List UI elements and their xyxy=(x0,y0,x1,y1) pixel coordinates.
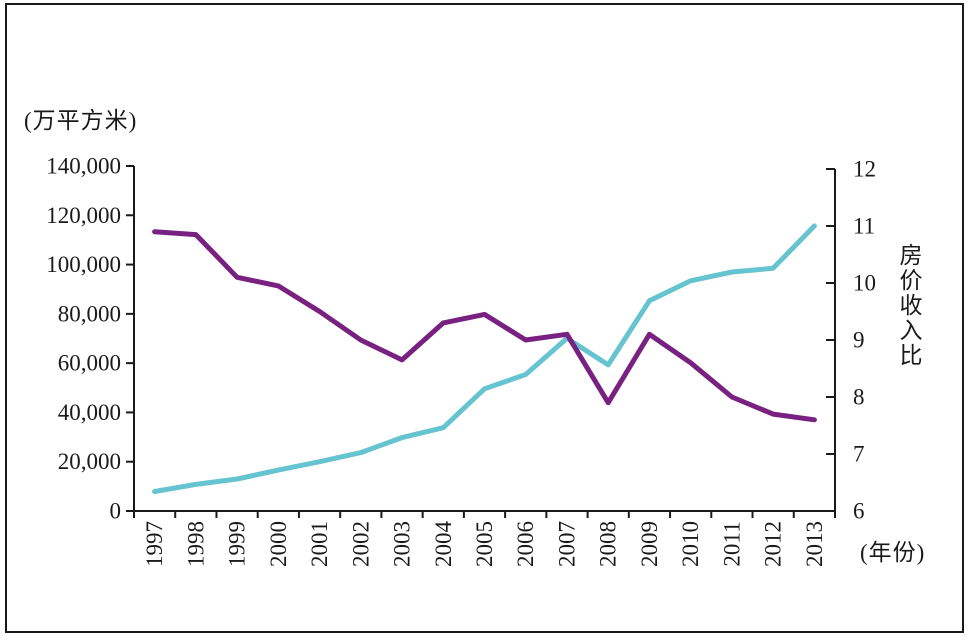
x-axis-year-label: 2003 xyxy=(390,521,415,567)
x-axis-year-label: 2005 xyxy=(472,521,497,567)
x-axis-year-label: 2000 xyxy=(266,521,291,567)
x-axis-year-label: 2012 xyxy=(761,521,786,567)
x-axis-year-label: 2002 xyxy=(348,521,373,567)
x-axis-year-label: 2009 xyxy=(637,521,662,567)
left-axis-tick-label: 0 xyxy=(110,499,122,524)
x-axis-year-label: 2013 xyxy=(802,521,827,567)
right-axis-tick-label: 7 xyxy=(853,442,865,467)
right-axis-tick-label: 8 xyxy=(853,385,865,410)
left-axis-tick-label: 40,000 xyxy=(58,400,121,425)
x-axis-year-label: 2010 xyxy=(678,521,703,567)
x-axis-year-label: 1998 xyxy=(183,521,208,567)
right-axis-tick-label: 12 xyxy=(853,157,876,182)
x-axis-year-label: 1999 xyxy=(225,521,250,567)
x-axis-unit-label: (年份) xyxy=(860,540,926,565)
left-axis-tick-label: 100,000 xyxy=(46,252,121,277)
right-axis-tick-label: 10 xyxy=(853,271,876,296)
left-axis-tick-label: 120,000 xyxy=(46,203,121,228)
x-axis-year-label: 2001 xyxy=(307,521,332,567)
right-axis-tick-label: 11 xyxy=(853,214,875,239)
left-axis-tick-label: 60,000 xyxy=(58,351,121,376)
floor-area-line xyxy=(152,223,817,494)
price-income-ratio-line xyxy=(152,229,817,423)
x-axis-year-label: 2007 xyxy=(554,521,579,567)
left-axis-tick-label: 80,000 xyxy=(58,301,121,326)
x-axis-year-label: 2008 xyxy=(596,521,621,567)
right-axis-tick-label: 6 xyxy=(853,499,865,524)
right-axis-tick-label: 9 xyxy=(853,328,865,353)
x-axis-year-label: 2004 xyxy=(431,521,456,568)
x-axis-year-label: 1997 xyxy=(142,521,167,567)
x-axis-year-label: 2006 xyxy=(513,521,538,567)
x-axis-year-label: 2011 xyxy=(719,521,744,566)
left-axis-unit-label: (万平方米) xyxy=(24,108,138,133)
left-axis-tick-label: 140,000 xyxy=(46,154,121,179)
right-axis-title: 房价收入比 xyxy=(896,243,921,368)
left-axis-tick-label: 20,000 xyxy=(58,449,121,474)
